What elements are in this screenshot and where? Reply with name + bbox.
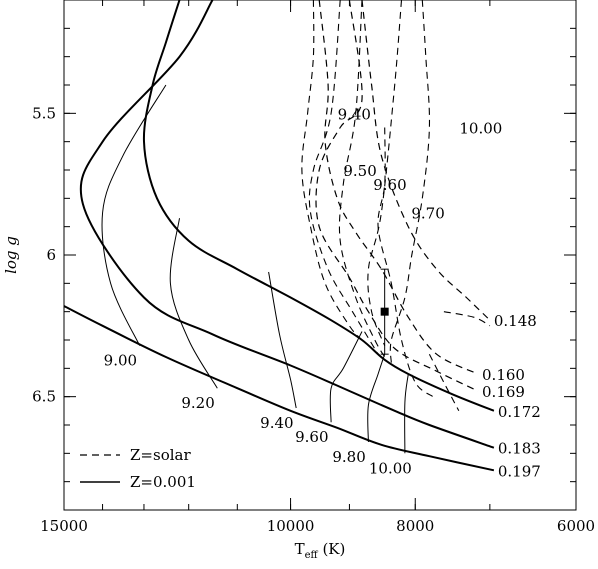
observation-point	[380, 307, 389, 316]
isochrone-low-z-9.00	[101, 84, 167, 346]
track-label-solar-0.148: 0.148	[494, 312, 537, 330]
track-solar-0.169	[315, 0, 479, 392]
track-solar-0.148	[361, 0, 491, 321]
y-tick-label: 5.5	[32, 104, 56, 122]
isochrone-low-z-9.20	[169, 218, 218, 389]
track-label-solar-0.169: 0.169	[482, 383, 525, 401]
track-label-low-z-0.197: 0.197	[498, 462, 541, 480]
isochrone-solar-9.70	[367, 0, 403, 346]
track-label-solar-0.160: 0.160	[482, 366, 525, 384]
isochrone-label-solar-10.00: 10.00	[459, 120, 502, 138]
track-low-z-0.183	[79, 0, 495, 449]
isochrone-label-low-z-9.40: 9.40	[260, 414, 293, 432]
isochrone-label-low-z-10.00: 10.00	[369, 459, 412, 477]
observation-layer	[380, 268, 389, 355]
isochrone-low-z-9.60	[329, 331, 363, 423]
ticks-layer: 15000 10000 8000 6000 5.5 6 6.5	[32, 0, 595, 535]
isochrone-low-z-10.00	[404, 373, 409, 454]
tracks-layer	[64, 0, 495, 472]
y-tick-label: 6.5	[32, 388, 56, 406]
isochrone-label-solar-9.50: 9.50	[343, 162, 376, 180]
track-label-low-z-0.183: 0.183	[498, 440, 541, 458]
isochrone-label-solar-9.60: 9.60	[373, 176, 406, 194]
isochrone-low-z-9.80	[367, 354, 386, 443]
legend: Z=solar Z=0.001	[80, 446, 196, 491]
isochrone-solar-9.50	[308, 0, 379, 355]
track-low-z-0.197	[64, 305, 495, 472]
isochrone-low-z-9.40	[268, 271, 297, 409]
isochrone-label-low-z-9.80: 9.80	[332, 448, 365, 466]
x-axis-label-unit: (K)	[318, 540, 346, 558]
x-tick-label: 6000	[557, 517, 595, 535]
legend-label-solar: Z=solar	[130, 446, 191, 464]
x-tick-label: 15000	[40, 517, 88, 535]
dashed-curve-3	[443, 311, 491, 327]
track-label-low-z-0.172: 0.172	[498, 403, 541, 421]
dashed-curve-2	[377, 127, 434, 398]
isochrone-label-low-z-9.00: 9.00	[104, 352, 137, 370]
track-low-z-0.172	[142, 0, 495, 412]
isochrone-label-solar-9.70: 9.70	[411, 205, 444, 223]
isochrone-solar-9.60	[338, 0, 386, 358]
x-axis-label-main: T	[295, 540, 305, 558]
isochrone-label-solar-9.40: 9.40	[338, 105, 371, 123]
isochrone-solar-10.00	[389, 0, 431, 363]
x-tick-label: 10000	[267, 517, 315, 535]
y-axis-label: log g	[2, 236, 20, 274]
isochrone-solar-9.40	[301, 0, 363, 341]
isochrone-label-low-z-9.60: 9.60	[295, 428, 328, 446]
y-tick-label: 6	[46, 246, 56, 264]
dashed-curve-4	[428, 353, 460, 412]
x-axis-label-sub: eff	[305, 550, 319, 561]
isochrone-label-low-z-9.20: 9.20	[181, 394, 214, 412]
legend-label-low-z: Z=0.001	[130, 473, 196, 491]
x-tick-label: 8000	[396, 517, 434, 535]
x-axis-label: Teff (K)	[295, 540, 346, 561]
